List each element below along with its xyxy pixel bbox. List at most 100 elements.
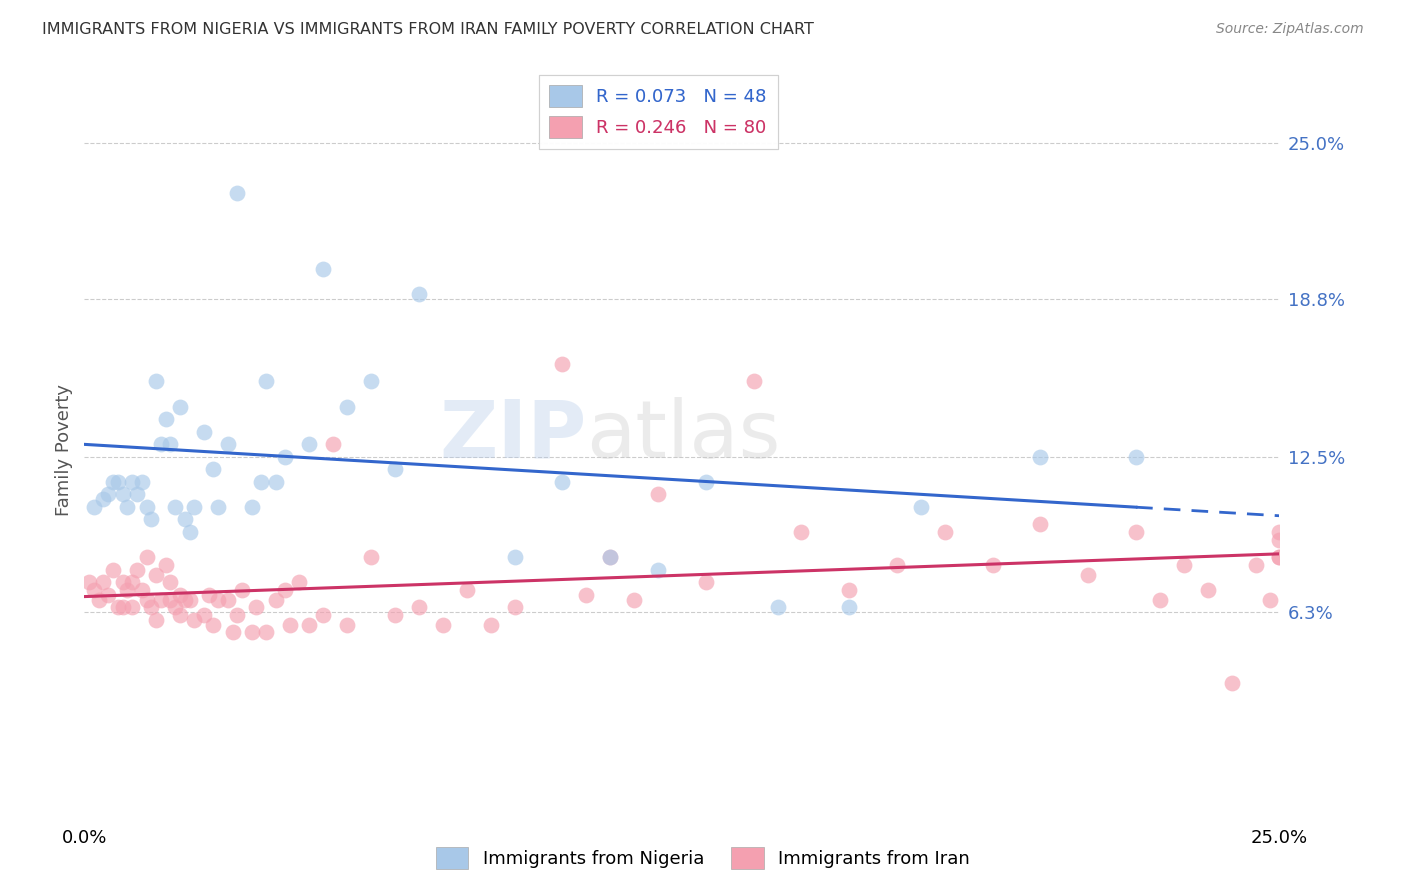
Point xyxy=(159,437,181,451)
Point xyxy=(240,500,263,514)
Point xyxy=(575,588,598,602)
Point xyxy=(254,375,277,389)
Point xyxy=(551,357,574,371)
Point xyxy=(159,592,181,607)
Point xyxy=(183,613,205,627)
Point xyxy=(83,582,105,597)
Point xyxy=(135,550,157,565)
Point xyxy=(97,588,120,602)
Point xyxy=(141,600,163,615)
Point xyxy=(479,618,502,632)
Point xyxy=(1268,550,1291,565)
Y-axis label: Family Poverty: Family Poverty xyxy=(55,384,73,516)
Point xyxy=(217,592,239,607)
Point xyxy=(202,462,225,476)
Point xyxy=(165,600,187,615)
Point xyxy=(107,475,129,489)
Point xyxy=(221,625,243,640)
Text: ZIP: ZIP xyxy=(439,397,586,475)
Point xyxy=(336,618,359,632)
Point xyxy=(197,588,219,602)
Point xyxy=(408,286,430,301)
Point xyxy=(207,592,229,607)
Point xyxy=(298,437,321,451)
Point xyxy=(250,475,273,489)
Point xyxy=(599,550,621,565)
Point xyxy=(360,550,382,565)
Point xyxy=(1268,550,1291,565)
Point xyxy=(155,558,177,572)
Point xyxy=(274,450,297,464)
Point xyxy=(217,437,239,451)
Point xyxy=(623,592,645,607)
Point xyxy=(934,524,956,539)
Point xyxy=(360,375,382,389)
Point xyxy=(77,575,100,590)
Point xyxy=(165,500,187,514)
Point xyxy=(145,567,167,582)
Point xyxy=(312,261,335,276)
Point xyxy=(336,400,359,414)
Point xyxy=(93,492,115,507)
Point xyxy=(131,582,153,597)
Point xyxy=(125,487,148,501)
Point xyxy=(1029,517,1052,532)
Point xyxy=(107,600,129,615)
Point xyxy=(1220,675,1243,690)
Point xyxy=(121,600,143,615)
Point xyxy=(149,437,172,451)
Point xyxy=(981,558,1004,572)
Point xyxy=(384,462,406,476)
Point xyxy=(1125,450,1147,464)
Point xyxy=(125,563,148,577)
Point xyxy=(910,500,932,514)
Point xyxy=(117,500,139,514)
Point xyxy=(111,487,134,501)
Point xyxy=(193,425,215,439)
Text: atlas: atlas xyxy=(586,397,780,475)
Point xyxy=(1258,592,1281,607)
Point xyxy=(886,558,908,572)
Point xyxy=(202,618,225,632)
Point xyxy=(169,400,191,414)
Legend: R = 0.073   N = 48, R = 0.246   N = 80: R = 0.073 N = 48, R = 0.246 N = 80 xyxy=(538,75,778,149)
Point xyxy=(101,563,124,577)
Point xyxy=(173,512,195,526)
Point xyxy=(838,582,860,597)
Point xyxy=(432,618,454,632)
Point xyxy=(264,592,287,607)
Point xyxy=(226,607,249,622)
Point xyxy=(695,575,717,590)
Point xyxy=(179,524,201,539)
Point xyxy=(169,588,191,602)
Point xyxy=(456,582,478,597)
Point xyxy=(169,607,191,622)
Point xyxy=(141,512,163,526)
Text: Source: ZipAtlas.com: Source: ZipAtlas.com xyxy=(1216,22,1364,37)
Point xyxy=(131,475,153,489)
Point xyxy=(254,625,277,640)
Point xyxy=(1125,524,1147,539)
Point xyxy=(149,592,172,607)
Point xyxy=(1268,524,1291,539)
Point xyxy=(135,592,157,607)
Point xyxy=(1197,582,1219,597)
Point xyxy=(288,11,311,25)
Point xyxy=(240,625,263,640)
Point xyxy=(766,600,789,615)
Point xyxy=(838,600,860,615)
Point xyxy=(145,375,167,389)
Point xyxy=(384,607,406,622)
Point xyxy=(790,524,813,539)
Point xyxy=(408,600,430,615)
Point xyxy=(135,500,157,514)
Point xyxy=(503,550,526,565)
Point xyxy=(226,186,249,201)
Point xyxy=(298,618,321,632)
Point xyxy=(87,592,110,607)
Point xyxy=(111,600,134,615)
Point xyxy=(101,475,124,489)
Point xyxy=(231,582,253,597)
Point xyxy=(155,412,177,426)
Point xyxy=(121,475,143,489)
